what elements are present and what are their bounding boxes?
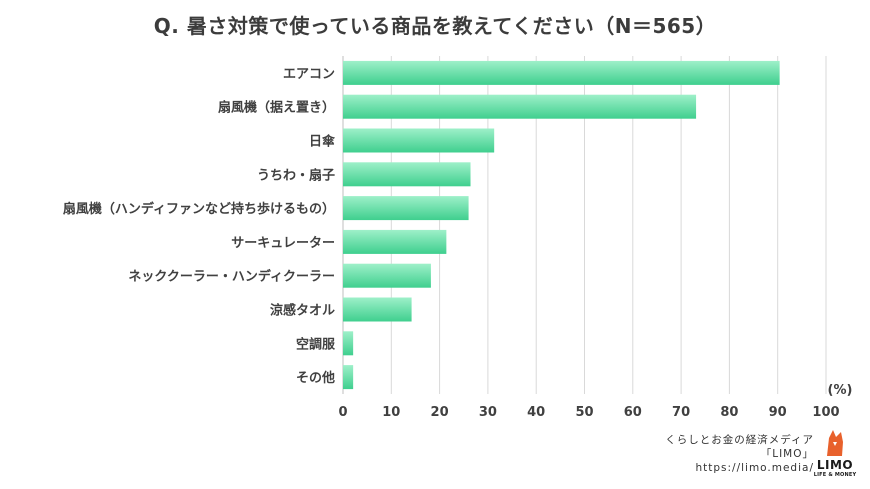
x-tick-label: 30 bbox=[479, 405, 497, 420]
bar bbox=[343, 162, 471, 187]
category-label: ネッククーラー・ハンディクーラー bbox=[128, 269, 335, 285]
x-tick-label: 10 bbox=[382, 405, 400, 420]
fox-icon bbox=[827, 430, 843, 456]
bar bbox=[343, 331, 354, 356]
x-tick-label: 80 bbox=[720, 405, 738, 420]
category-label: 空調服 bbox=[296, 336, 336, 352]
bar bbox=[343, 263, 431, 288]
limo-logo: LIMO LIFE & MONEY bbox=[813, 428, 857, 480]
credit-brand: 「LIMO」 bbox=[760, 448, 814, 460]
logo-subtext: LIFE & MONEY bbox=[813, 472, 857, 478]
bar bbox=[343, 60, 780, 85]
bars bbox=[343, 60, 780, 390]
x-axis-ticks: 0 10 20 30 40 50 60 70 80 90 100 bbox=[338, 405, 839, 420]
bar bbox=[343, 94, 697, 119]
logo-text: LIMO bbox=[816, 458, 854, 472]
bar bbox=[343, 196, 469, 221]
x-tick-label: 50 bbox=[575, 405, 593, 420]
category-label: 涼感タオル bbox=[270, 303, 335, 319]
category-label: うちわ・扇子 bbox=[257, 167, 335, 183]
x-tick-label: 40 bbox=[527, 405, 545, 420]
bar bbox=[343, 128, 495, 153]
chart-title: Q. 暑さ対策で使っている商品を教えてください（N＝565） bbox=[153, 14, 717, 38]
category-label: 日傘 bbox=[309, 134, 336, 150]
credit-tagline: くらしとお金の経済メディア bbox=[665, 434, 814, 446]
x-tick-label: 20 bbox=[431, 405, 449, 420]
credit-url: https://limo.media/ bbox=[695, 462, 814, 474]
x-tick-label: 0 bbox=[338, 405, 347, 420]
bar bbox=[343, 229, 447, 254]
x-tick-label: 90 bbox=[769, 405, 787, 420]
category-label: エアコン bbox=[283, 67, 335, 82]
category-label: 扇風機（据え置き） bbox=[218, 100, 335, 116]
category-label: 扇風機（ハンディファンなど持ち歩けるもの） bbox=[63, 201, 335, 217]
credit-block: くらしとお金の経済メディア 「LIMO」 https://limo.media/ bbox=[665, 433, 814, 475]
x-tick-label: 60 bbox=[624, 405, 642, 420]
unit-label: (%) bbox=[828, 383, 853, 398]
x-tick-label: 70 bbox=[672, 405, 690, 420]
x-tick-label: 100 bbox=[812, 405, 839, 420]
category-label: サーキュレーター bbox=[231, 236, 335, 251]
bar bbox=[343, 365, 354, 390]
bar bbox=[343, 297, 412, 322]
category-label: その他 bbox=[296, 370, 335, 386]
